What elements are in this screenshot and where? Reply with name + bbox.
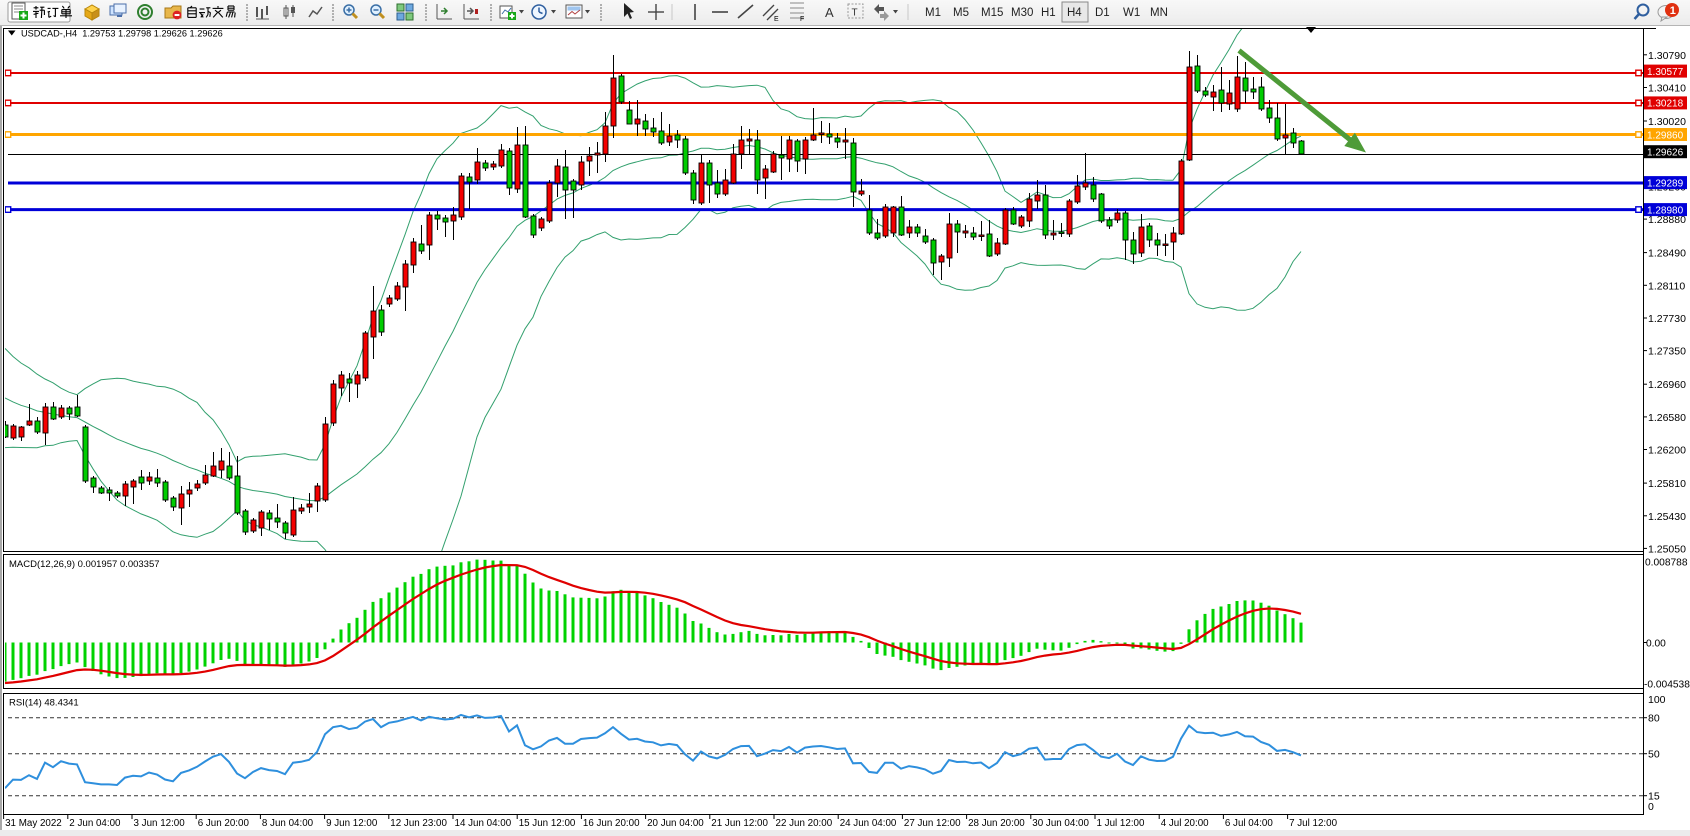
svg-text:28 Jun 20:00: 28 Jun 20:00 — [968, 818, 1025, 829]
svg-text:H1: H1 — [1041, 7, 1056, 19]
svg-text:1.30410: 1.30410 — [1648, 83, 1686, 95]
svg-text:E: E — [774, 16, 779, 23]
svg-text:1: 1 — [1670, 5, 1676, 17]
svg-text:1.28110: 1.28110 — [1648, 280, 1685, 292]
svg-text:2 Jun 04:00: 2 Jun 04:00 — [69, 818, 121, 829]
svg-text:16 Jun 20:00: 16 Jun 20:00 — [583, 818, 640, 829]
svg-text:6 Jul 04:00: 6 Jul 04:00 — [1225, 818, 1273, 829]
svg-text:1.27350: 1.27350 — [1648, 346, 1686, 358]
svg-text:USDCAD-,H4 1.29753 1.29798 1.: USDCAD-,H4 1.29753 1.29798 1.29626 1.296… — [21, 29, 223, 39]
svg-text:4 Jul 20:00: 4 Jul 20:00 — [1161, 818, 1209, 829]
svg-text:1.30577: 1.30577 — [1647, 67, 1684, 78]
svg-text:-0.004538: -0.004538 — [1644, 680, 1690, 691]
svg-text:12 Jun 23:00: 12 Jun 23:00 — [390, 818, 447, 829]
svg-text:MN: MN — [1150, 7, 1168, 19]
svg-text:1.28490: 1.28490 — [1648, 248, 1686, 260]
svg-text:1.30020: 1.30020 — [1648, 116, 1686, 128]
svg-text:M5: M5 — [953, 7, 969, 19]
svg-text:100: 100 — [1648, 694, 1666, 706]
svg-text:1.28980: 1.28980 — [1647, 205, 1684, 216]
svg-text:0.008788: 0.008788 — [1645, 558, 1688, 569]
svg-text:M30: M30 — [1011, 7, 1033, 19]
svg-text:T: T — [852, 8, 858, 19]
svg-text:1.25810: 1.25810 — [1648, 478, 1686, 490]
svg-text:1.26580: 1.26580 — [1648, 412, 1686, 424]
svg-text:1.30790: 1.30790 — [1648, 50, 1686, 62]
svg-text:1.25050: 1.25050 — [1648, 543, 1686, 555]
svg-text:30 Jun 04:00: 30 Jun 04:00 — [1032, 818, 1089, 829]
svg-text:3 Jun 12:00: 3 Jun 12:00 — [134, 818, 186, 829]
svg-text:1.25430: 1.25430 — [1648, 511, 1686, 523]
svg-text:9 Jun 12:00: 9 Jun 12:00 — [326, 818, 378, 829]
svg-text:8 Jun 04:00: 8 Jun 04:00 — [262, 818, 314, 829]
svg-text:M1: M1 — [925, 7, 941, 19]
svg-text:M15: M15 — [981, 7, 1003, 19]
svg-text:15 Jun 12:00: 15 Jun 12:00 — [519, 818, 576, 829]
svg-text:D1: D1 — [1095, 7, 1110, 19]
svg-text:14 Jun 04:00: 14 Jun 04:00 — [455, 818, 512, 829]
svg-text:6 Jun 20:00: 6 Jun 20:00 — [198, 818, 250, 829]
svg-text:MACD(12,26,9) 0.001957 0.00335: MACD(12,26,9) 0.001957 0.003357 — [9, 559, 160, 570]
svg-text:80: 80 — [1648, 713, 1660, 725]
svg-text:0: 0 — [1648, 801, 1654, 813]
svg-text:F: F — [800, 16, 804, 23]
svg-text:1.29860: 1.29860 — [1647, 130, 1684, 141]
svg-text:31 May 2022: 31 May 2022 — [5, 818, 62, 829]
svg-text:7 Jul 12:00: 7 Jul 12:00 — [1289, 818, 1337, 829]
svg-text:15: 15 — [1648, 791, 1660, 803]
svg-text:1.29289: 1.29289 — [1647, 178, 1684, 189]
svg-text:1.28880: 1.28880 — [1648, 214, 1686, 226]
svg-text:1.26200: 1.26200 — [1648, 445, 1686, 457]
svg-text:1.27730: 1.27730 — [1648, 313, 1686, 325]
svg-text:50: 50 — [1648, 749, 1660, 761]
svg-text:1.29626: 1.29626 — [1647, 148, 1684, 159]
svg-text:24 Jun 04:00: 24 Jun 04:00 — [840, 818, 897, 829]
svg-text:1.30218: 1.30218 — [1647, 99, 1684, 110]
svg-text:A: A — [825, 5, 834, 20]
svg-text:1.26960: 1.26960 — [1648, 379, 1686, 391]
svg-text:20 Jun 04:00: 20 Jun 04:00 — [647, 818, 704, 829]
svg-text:RSI(14) 48.4341: RSI(14) 48.4341 — [9, 698, 79, 709]
svg-text:1 Jul 12:00: 1 Jul 12:00 — [1097, 818, 1145, 829]
svg-text:W1: W1 — [1123, 7, 1140, 19]
svg-text:0.00: 0.00 — [1646, 639, 1666, 650]
svg-text:21 Jun 12:00: 21 Jun 12:00 — [711, 818, 768, 829]
svg-text:27 Jun 12:00: 27 Jun 12:00 — [904, 818, 961, 829]
svg-text:H4: H4 — [1067, 7, 1082, 19]
svg-text:22 Jun 20:00: 22 Jun 20:00 — [776, 818, 833, 829]
